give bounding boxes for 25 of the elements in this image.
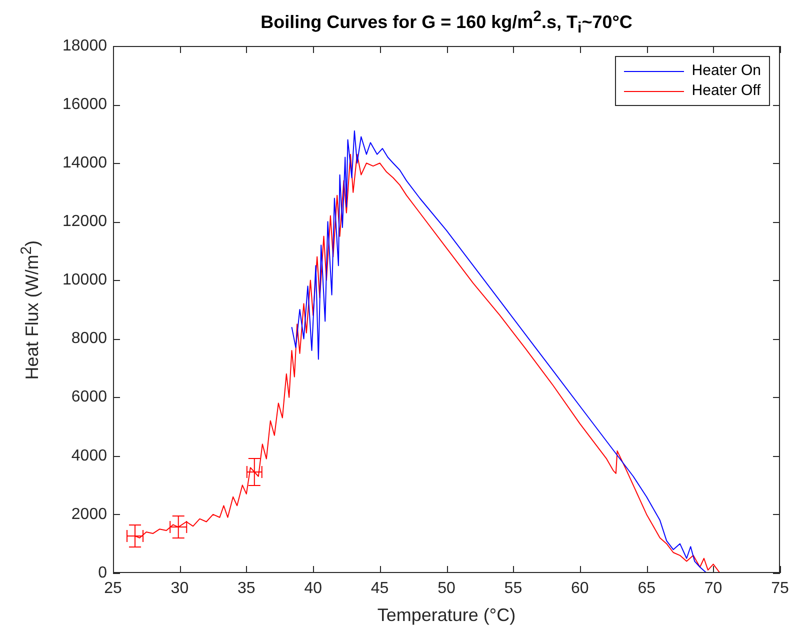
chart-title: Boiling Curves for G = 160 kg/m$^{2}$.s, T$_{i}$~70°C (260, 8, 634, 37)
x-tick-label: 55 (504, 580, 522, 598)
x-tick-label: 65 (638, 580, 656, 598)
x-tick-label: 45 (370, 580, 389, 598)
y-tick-label: 6000 (71, 388, 108, 406)
x-tick-label: 60 (571, 580, 589, 598)
y-tick-label: 18000 (62, 37, 108, 54)
y-tick-label: 16000 (62, 96, 108, 113)
y-tick-label: 0 (98, 564, 108, 582)
x-tick-label: 40 (304, 580, 322, 598)
y-tick-label: 4000 (71, 447, 108, 464)
y-tick-label: 10000 (62, 272, 108, 289)
legend-label: Heater Off (692, 81, 761, 101)
y-tick-label: 12000 (62, 213, 108, 230)
x-axis-title: Temperature (°C) (376, 605, 517, 626)
x-tick-label: 25 (104, 580, 122, 598)
x-tick-label: 30 (170, 580, 189, 598)
y-tick-label: 14000 (62, 154, 108, 172)
y-tick-label: 2000 (71, 506, 108, 523)
x-tick-label: 75 (771, 580, 789, 598)
legend-label: Heater On (692, 61, 761, 81)
x-tick-label: 50 (438, 580, 456, 598)
x-tick-label: 35 (238, 580, 256, 598)
x-tick-label: 70 (704, 580, 722, 598)
y-tick-label: 8000 (71, 330, 108, 348)
